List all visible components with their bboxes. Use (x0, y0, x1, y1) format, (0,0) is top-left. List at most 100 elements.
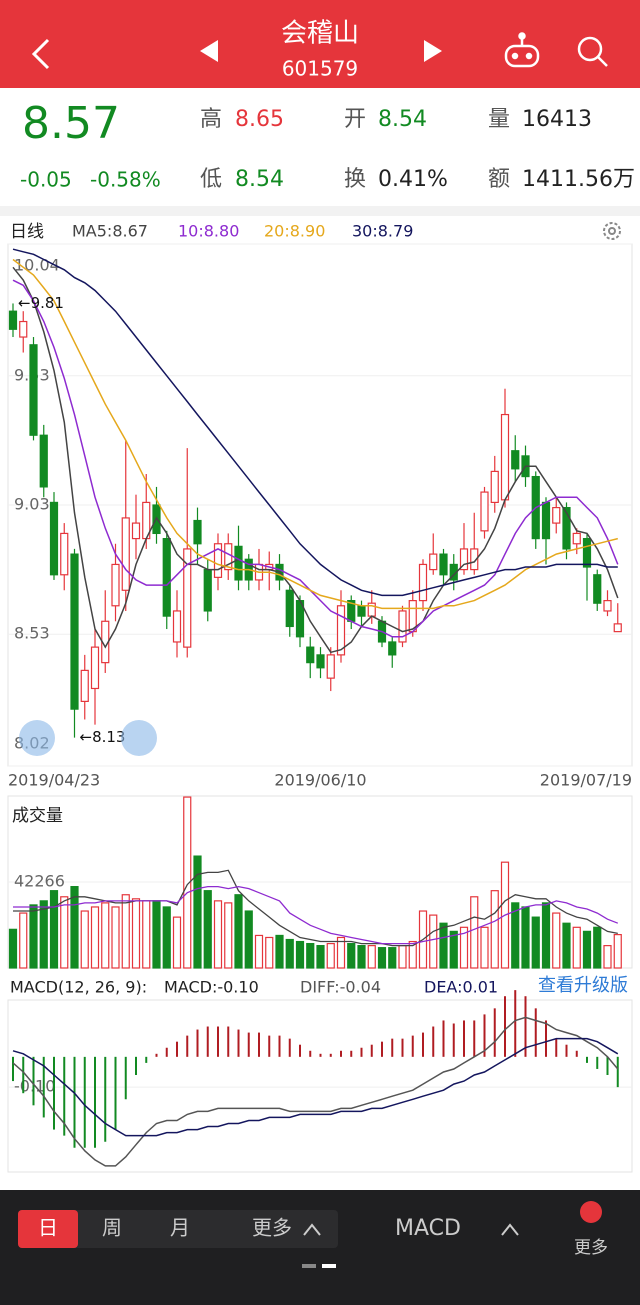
more-icon[interactable] (580, 1201, 602, 1223)
legend-entry: 30:8.79 (352, 222, 413, 241)
volume-bar (449, 930, 458, 969)
volume-bar (131, 898, 141, 969)
robot-icon[interactable] (504, 32, 540, 68)
candle-body (562, 506, 571, 550)
volume-bar (49, 890, 59, 969)
volume-bar (572, 926, 581, 969)
page-dot (302, 1264, 316, 1268)
candle-body (172, 610, 182, 643)
candle-body (316, 654, 325, 669)
volume-bar (511, 902, 520, 969)
candle-body (480, 491, 489, 532)
turnover-value: 0.41% (378, 167, 448, 192)
candle-body (582, 537, 592, 568)
volume-bar (439, 922, 448, 969)
legend-entry: DIFF:-0.04 (300, 978, 381, 997)
candle-body (418, 563, 428, 602)
tab-day[interactable]: 日 (38, 1216, 58, 1240)
volume-bar (285, 938, 294, 969)
y-tick-label: 42266 (14, 872, 65, 891)
candle-body (213, 543, 223, 578)
volume-bar (162, 906, 171, 969)
volume-bar (213, 900, 223, 969)
x-tick-label: 2019/07/19 (540, 771, 632, 790)
zoom-in-button[interactable] (121, 720, 157, 756)
volume-bar (593, 926, 602, 969)
volume-bar (80, 910, 89, 969)
volume-bar (347, 942, 356, 969)
upgrade-link[interactable]: 查看升级版 (538, 975, 628, 996)
volume-bar (326, 942, 335, 969)
candle-body (131, 522, 141, 540)
volume-bar (111, 906, 120, 969)
x-tick-label: 2019/04/23 (8, 771, 100, 790)
candle-body (326, 654, 335, 679)
indicator-line (12, 248, 618, 597)
turnover-label: 换 (344, 167, 366, 192)
extreme-label: ←9.81 (18, 294, 64, 312)
volume-bar (8, 928, 18, 969)
candle-body (511, 450, 520, 470)
y-tick-label: 8.53 (14, 624, 50, 643)
page-dot (322, 1264, 336, 1268)
volume-bar (408, 940, 417, 969)
volume-bar (234, 894, 243, 969)
indicator-line (12, 1016, 619, 1167)
candle-body (111, 563, 120, 607)
volume-bar (521, 906, 530, 969)
candle-body (613, 623, 622, 633)
indicator-line (13, 869, 618, 947)
candle-body (19, 320, 28, 338)
x-tick-label: 2019/06/10 (274, 771, 366, 790)
volume-bar (377, 947, 387, 969)
last-price: 8.57 (22, 98, 120, 149)
more-button[interactable]: 更多 (574, 1238, 608, 1258)
zoom-out-button[interactable] (19, 720, 55, 756)
volume-bar (19, 912, 28, 969)
tab-more[interactable]: 更多 (252, 1216, 292, 1240)
volume-bar (295, 940, 305, 969)
volume-bar (603, 945, 612, 969)
tab-month[interactable]: 月 (170, 1216, 190, 1240)
chevron (501, 1223, 519, 1236)
candle-body (439, 553, 448, 576)
macd-frame (7, 999, 633, 1173)
volume-bar (90, 906, 100, 969)
tab-week[interactable]: 周 (102, 1216, 122, 1240)
indicator-tab[interactable]: MACD (395, 1216, 461, 1241)
low-value: 8.54 (235, 167, 284, 192)
candle-body (306, 646, 315, 664)
volume-bar (275, 934, 284, 969)
volume-bar (582, 930, 592, 969)
back-button[interactable] (31, 38, 50, 70)
volume-bar (39, 900, 48, 969)
high-value: 8.65 (235, 107, 284, 132)
candle-body (90, 646, 100, 690)
volume-bar (490, 890, 499, 969)
candle-body (459, 548, 469, 571)
candle-body (193, 519, 202, 545)
prev-stock[interactable] (200, 40, 218, 62)
volume-value: 16413 (522, 107, 592, 132)
indicator-line (12, 279, 619, 638)
search-icon[interactable] (577, 36, 608, 67)
chart-title: 日线 (10, 222, 44, 242)
next-stock[interactable] (424, 40, 442, 62)
candle-body (336, 605, 346, 656)
period-group (18, 1210, 338, 1248)
volume-bar (459, 926, 469, 969)
volume-bar (470, 896, 479, 969)
volume-bar (357, 945, 366, 969)
volume-bar (152, 900, 161, 969)
price-change: -0.05 (20, 168, 72, 192)
amount-label: 额 (488, 167, 510, 192)
settings-icon[interactable] (603, 222, 621, 240)
tab-selected[interactable] (18, 1210, 78, 1248)
volume-bar (316, 945, 325, 969)
volume-bar (531, 916, 540, 969)
volume-bar (388, 947, 397, 969)
candle-body (357, 605, 366, 617)
stock-code: 601579 (282, 57, 358, 81)
candle-body (234, 545, 243, 581)
